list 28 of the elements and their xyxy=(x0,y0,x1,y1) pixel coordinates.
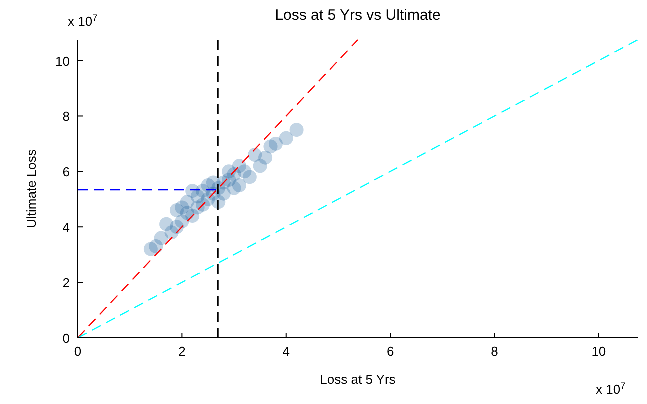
y-tick-label: 0 xyxy=(62,331,70,346)
point xyxy=(144,242,158,256)
x-tick-label: 10 xyxy=(592,344,606,359)
y-tick-label: 8 xyxy=(62,109,70,124)
text: x 10$^{7}$ xyxy=(596,381,626,397)
point xyxy=(253,159,268,174)
point xyxy=(175,200,190,215)
point xyxy=(222,164,236,179)
x-tick-label: 6 xyxy=(386,344,394,359)
x-tick-label: 4 xyxy=(282,344,290,359)
y-axis-title: Ultimate Loss xyxy=(24,149,39,228)
y-tick-label: 6 xyxy=(62,164,70,180)
x-tick-label: 2 xyxy=(178,344,186,359)
chart-title: Loss at 5 Yrs vs Ultimate xyxy=(275,7,441,24)
y-tick-label: 10 xyxy=(56,54,70,69)
point xyxy=(232,178,246,193)
point xyxy=(290,123,304,138)
text: x 10$^{7}$ xyxy=(68,13,98,29)
x-axis-title: Loss at 5 Yrs xyxy=(320,372,396,387)
point xyxy=(160,217,174,232)
y-tick-label: 2 xyxy=(62,276,70,291)
point xyxy=(264,140,278,154)
x-tick-label: 8 xyxy=(491,344,498,359)
point xyxy=(242,170,257,184)
point xyxy=(279,131,294,146)
x-tick-label: 0 xyxy=(74,344,82,359)
y-tick-label: 4 xyxy=(62,220,70,236)
point xyxy=(186,184,200,198)
